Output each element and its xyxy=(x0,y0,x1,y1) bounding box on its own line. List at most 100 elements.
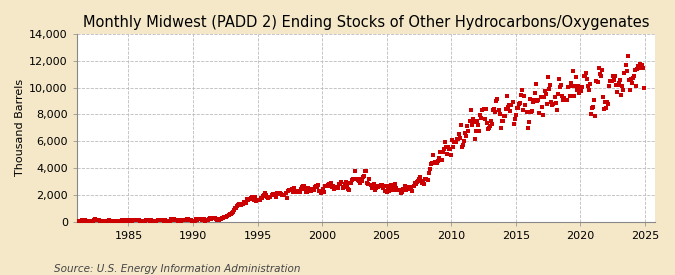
Point xyxy=(585,81,595,86)
Point xyxy=(364,177,375,181)
Point xyxy=(224,212,235,216)
Point xyxy=(215,217,225,221)
Point xyxy=(401,188,412,192)
Point xyxy=(300,186,310,191)
Point xyxy=(340,182,350,186)
Point xyxy=(290,189,300,193)
Point xyxy=(446,153,456,157)
Point xyxy=(450,140,461,144)
Point xyxy=(381,190,392,194)
Point xyxy=(103,218,113,223)
Point xyxy=(86,219,97,224)
Point xyxy=(557,94,568,98)
Point xyxy=(317,190,327,195)
Point xyxy=(192,218,202,222)
Point xyxy=(358,174,369,178)
Point xyxy=(621,68,632,73)
Point xyxy=(239,199,250,204)
Point xyxy=(78,219,88,224)
Point xyxy=(207,216,218,220)
Point xyxy=(352,178,363,182)
Point xyxy=(563,85,574,89)
Point xyxy=(565,81,576,85)
Point xyxy=(305,188,316,192)
Point xyxy=(225,212,236,216)
Point xyxy=(350,169,361,174)
Point xyxy=(575,87,586,92)
Point xyxy=(519,94,530,98)
Point xyxy=(459,139,470,143)
Point xyxy=(237,202,248,207)
Point xyxy=(443,147,454,152)
Point xyxy=(153,218,164,222)
Point xyxy=(186,218,196,223)
Point xyxy=(271,195,281,199)
Point xyxy=(144,218,155,223)
Point xyxy=(101,218,112,223)
Point xyxy=(72,219,83,223)
Point xyxy=(493,108,504,112)
Point xyxy=(573,83,584,88)
Point xyxy=(75,219,86,224)
Point xyxy=(94,218,105,222)
Point xyxy=(550,101,561,105)
Point xyxy=(378,185,389,190)
Point xyxy=(496,119,507,123)
Point xyxy=(499,114,510,119)
Point xyxy=(298,184,309,189)
Y-axis label: Thousand Barrels: Thousand Barrels xyxy=(15,79,25,176)
Point xyxy=(468,120,479,125)
Point xyxy=(620,63,631,67)
Point xyxy=(322,183,333,187)
Point xyxy=(549,95,560,100)
Point xyxy=(329,187,340,191)
Point xyxy=(286,188,296,192)
Point xyxy=(311,185,322,189)
Point xyxy=(599,106,610,111)
Point xyxy=(574,91,585,95)
Point xyxy=(451,137,462,141)
Point xyxy=(443,145,454,149)
Point xyxy=(429,161,439,165)
Point xyxy=(392,188,403,192)
Point xyxy=(252,197,263,202)
Point xyxy=(619,71,630,75)
Point xyxy=(390,182,401,186)
Point xyxy=(242,197,252,202)
Point xyxy=(83,219,94,224)
Point xyxy=(351,177,362,181)
Point xyxy=(194,216,205,221)
Point xyxy=(494,112,505,116)
Point xyxy=(276,192,287,196)
Point xyxy=(418,179,429,183)
Point xyxy=(356,179,367,183)
Point xyxy=(543,75,554,79)
Point xyxy=(124,218,135,222)
Point xyxy=(389,183,400,187)
Point xyxy=(148,219,159,224)
Point xyxy=(419,182,430,186)
Point xyxy=(106,219,117,223)
Point xyxy=(581,77,592,82)
Point xyxy=(441,152,452,156)
Point xyxy=(456,123,466,127)
Point xyxy=(430,160,441,164)
Point xyxy=(265,195,276,199)
Point xyxy=(213,218,224,222)
Point xyxy=(188,218,198,223)
Point xyxy=(517,88,528,92)
Point xyxy=(80,218,91,222)
Point xyxy=(196,218,207,222)
Point xyxy=(518,108,529,112)
Point xyxy=(218,216,229,221)
Point xyxy=(547,103,558,107)
Point xyxy=(360,169,371,173)
Point xyxy=(495,126,506,130)
Point xyxy=(135,219,146,223)
Point xyxy=(488,108,499,112)
Point xyxy=(318,187,329,191)
Point xyxy=(556,82,566,87)
Point xyxy=(590,114,601,118)
Point xyxy=(260,191,271,195)
Point xyxy=(256,195,267,200)
